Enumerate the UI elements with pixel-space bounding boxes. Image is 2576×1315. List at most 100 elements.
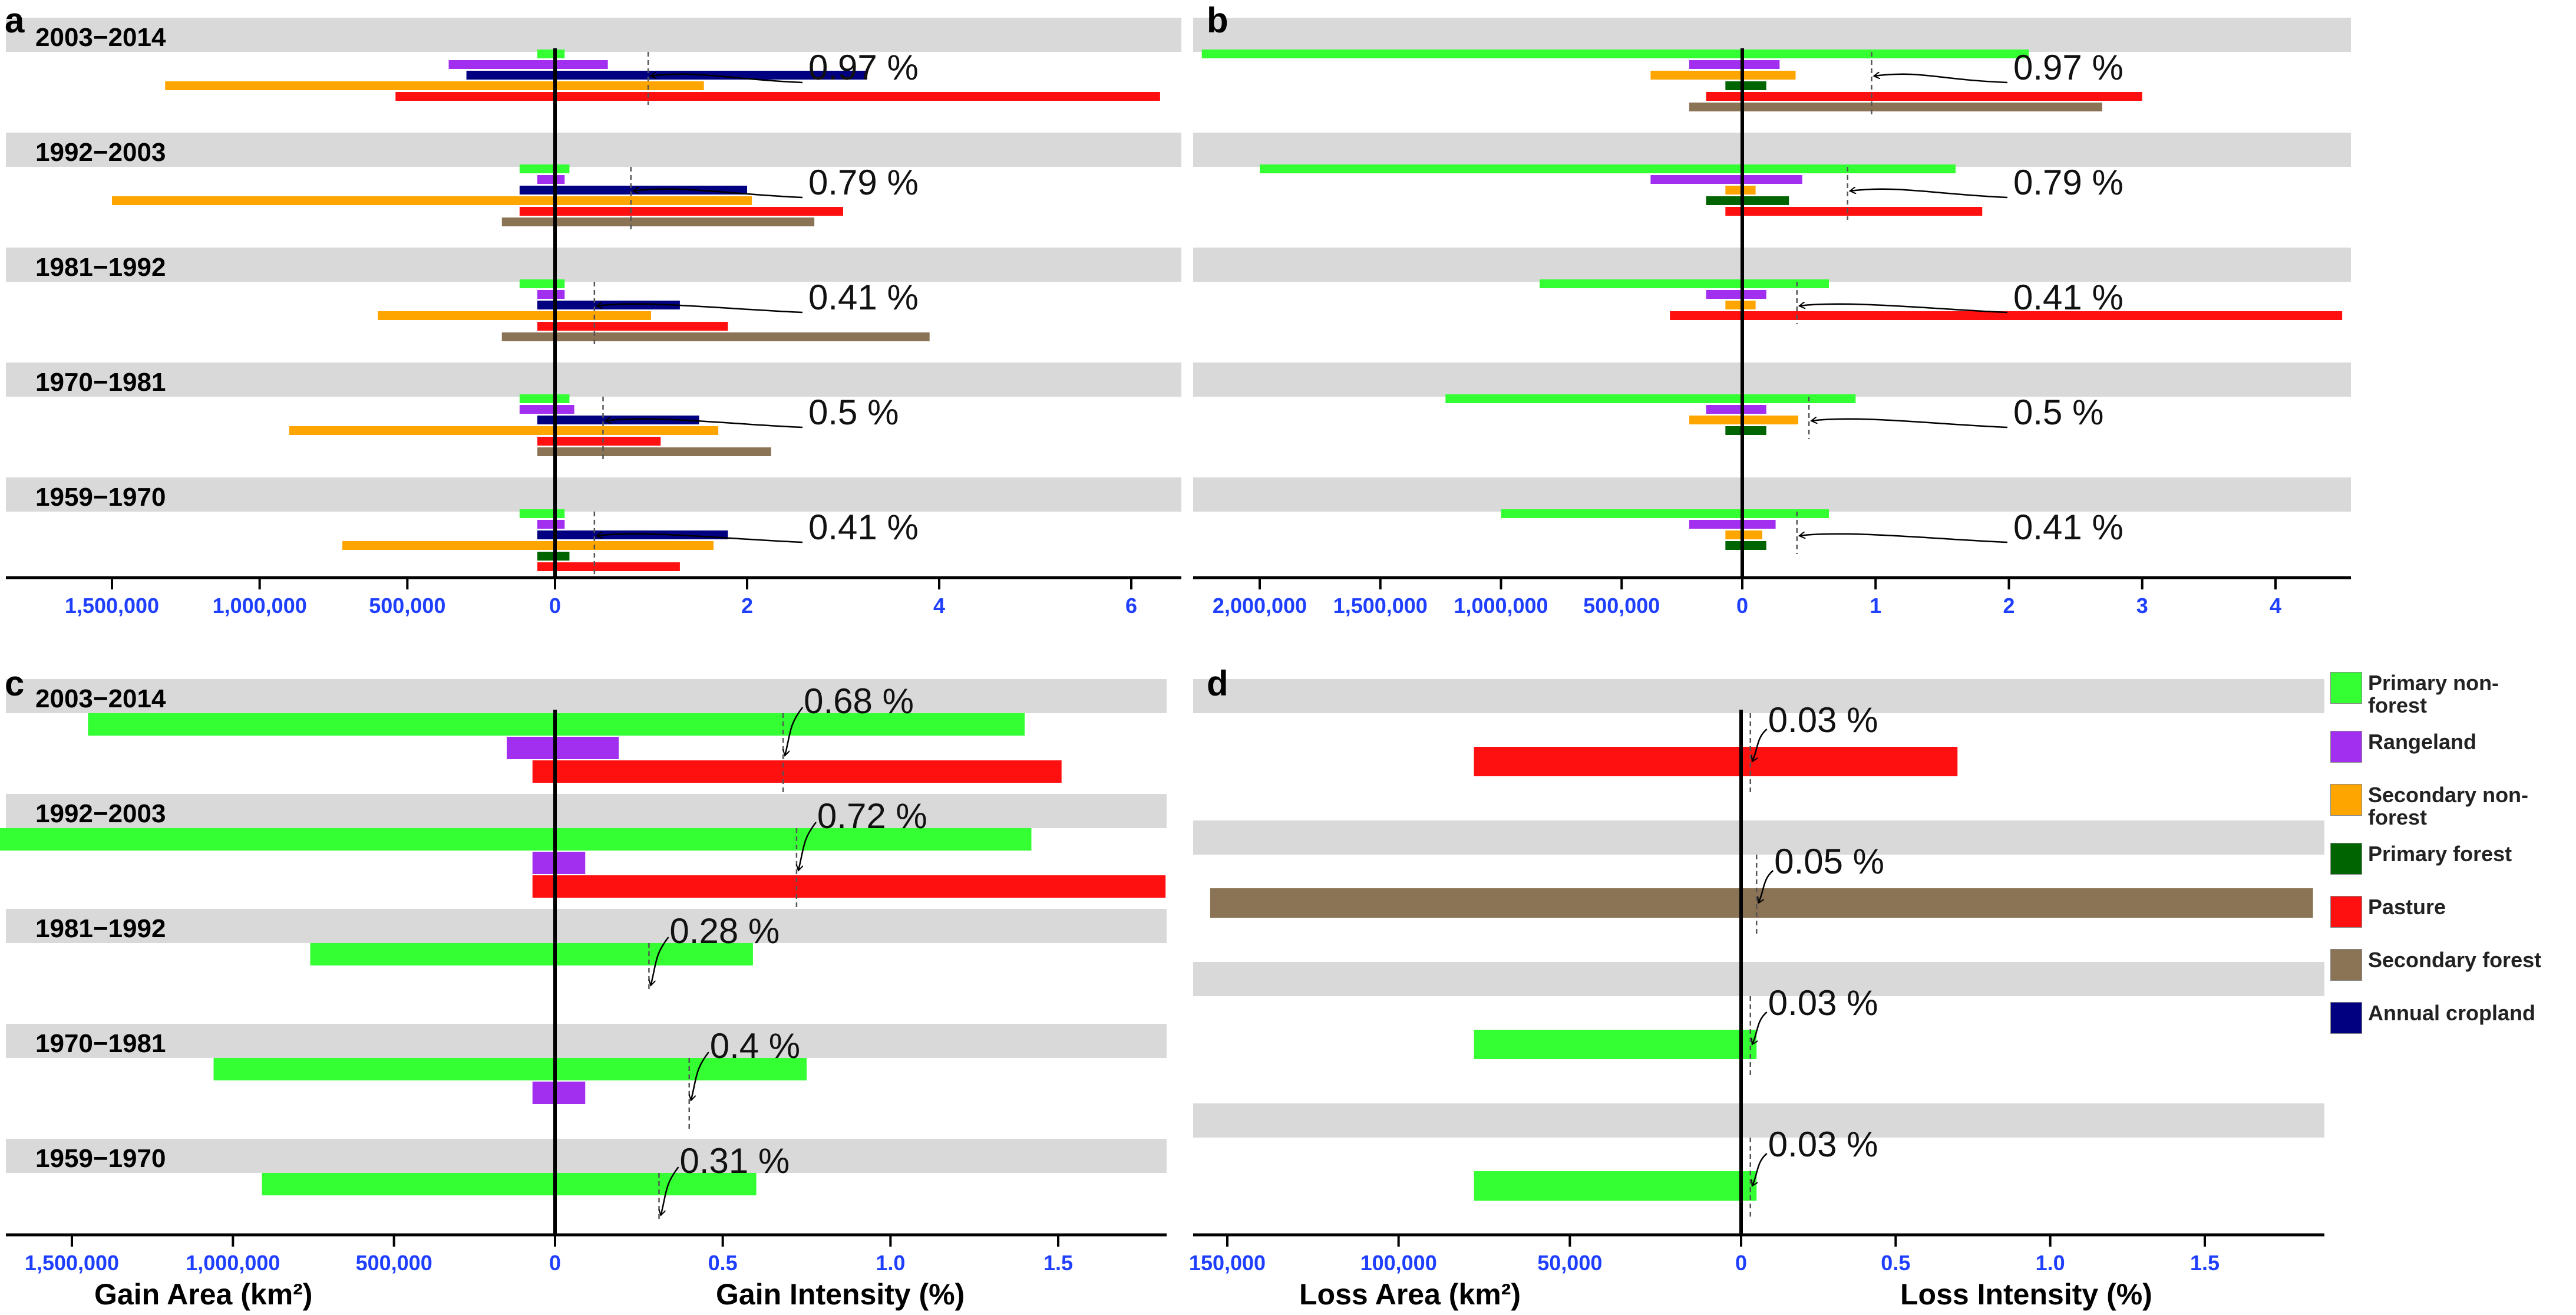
- bar-pasture: [1474, 747, 1958, 776]
- uniform-intensity-label: 0.28 %: [669, 911, 780, 951]
- bar-pasture: [537, 562, 680, 571]
- panel-letter: b: [1207, 1, 1228, 40]
- uniform-arrow: [1758, 870, 1774, 903]
- interval-band: [1193, 477, 2351, 512]
- legend-item-rangeland: Rangeland: [2330, 731, 2545, 763]
- interval-label: 1981−1992: [35, 914, 166, 943]
- uniform-intensity-label: 0.41 %: [2013, 278, 2123, 317]
- uniform-intensity-label: 0.5 %: [2013, 393, 2103, 432]
- interval-band: [6, 362, 1181, 397]
- panel-a: 2003−2014 0.97 % 1992−2003 0.79 % 1981−1992 0…: [5, 1, 1181, 618]
- bar-secondary-forest: [537, 447, 771, 456]
- intensity-tick-label: 4: [2270, 594, 2281, 618]
- uniform-intensity-label: 0.41 %: [808, 507, 919, 547]
- area-tick-label: 1,500,000: [25, 1251, 119, 1275]
- legend-label: Primary forest: [2368, 842, 2512, 866]
- panel-letter: a: [5, 1, 25, 40]
- uniform-arrow: [633, 189, 803, 199]
- bar-secondary-non-forest: [378, 311, 651, 320]
- uniform-intensity-label: 0.5 %: [808, 393, 899, 432]
- legend-label: Pasture: [2368, 895, 2446, 919]
- uniform-intensity-label: 0.72 %: [817, 796, 927, 836]
- bar-secondary-forest: [1689, 103, 2102, 111]
- area-tick-label: 100,000: [1360, 1251, 1437, 1275]
- legend-swatch: [2330, 731, 2362, 763]
- interval-band: [6, 477, 1181, 512]
- intensity-tick-label: 3: [2136, 594, 2148, 618]
- bar-pasture: [537, 322, 728, 331]
- uniform-arrow: [1874, 74, 2008, 84]
- intensity-tick-label: 1.0: [2036, 1251, 2065, 1275]
- bar-primary-non-forest: [310, 943, 753, 965]
- legend-label: Secondary non-forest: [2368, 783, 2529, 829]
- uniform-arrow: [1850, 189, 2008, 199]
- legend-item-secondary-non-forest: Secondary non-forest: [2330, 784, 2545, 829]
- interval-band: [1193, 133, 2351, 167]
- interval-band: [1193, 248, 2351, 282]
- bar-rangeland: [507, 737, 619, 759]
- area-tick-label: 1,500,000: [1333, 594, 1428, 618]
- bar-rangeland: [532, 1082, 586, 1104]
- bar-primary-forest: [1725, 81, 1766, 90]
- legend-label: Rangeland: [2368, 730, 2477, 754]
- interval-label: 2003−2014: [35, 684, 166, 713]
- bar-rangeland: [1689, 520, 1776, 529]
- panel-d: 0.03 % 0.05 % 0.03 % 0.03 % 150,000 100,000 50…: [1189, 664, 2324, 1311]
- legend-item-pasture: Pasture: [2330, 896, 2545, 928]
- bar-rangeland: [537, 520, 565, 529]
- bar-primary-forest: [1725, 541, 1766, 550]
- interval-label: 1970−1981: [35, 368, 166, 397]
- bar-primary-non-forest: [519, 509, 565, 518]
- area-tick-label: 150,000: [1189, 1251, 1266, 1275]
- uniform-intensity-label: 0.79 %: [808, 163, 919, 202]
- bar-rangeland: [448, 60, 608, 69]
- bar-rangeland: [1706, 405, 1766, 414]
- uniform-intensity-label: 0.41 %: [808, 278, 919, 317]
- bar-primary-forest: [1725, 426, 1766, 435]
- interval-band: [6, 248, 1181, 282]
- uniform-arrow: [650, 937, 669, 986]
- uniform-arrow: [785, 707, 804, 756]
- bar-primary-non-forest: [262, 1173, 757, 1195]
- uniform-arrow: [1799, 534, 2008, 543]
- uniform-arrow: [1811, 419, 2008, 429]
- area-tick-label: 500,000: [356, 1251, 432, 1275]
- x-axis-label-area: Gain Area (km²): [94, 1278, 312, 1311]
- area-tick-label: 500,000: [369, 594, 445, 618]
- bar-secondary-non-forest: [1725, 186, 1756, 195]
- legend-item-annual-cropland: Annual cropland: [2330, 1002, 2545, 1034]
- interval-band: [6, 909, 1167, 943]
- bar-rangeland: [532, 852, 586, 874]
- uniform-arrow: [606, 419, 803, 429]
- interval-label: 1981−1992: [35, 253, 166, 282]
- bar-secondary-non-forest: [165, 81, 704, 90]
- bar-primary-non-forest: [1474, 1030, 1757, 1059]
- uniform-intensity-label: 0.03 %: [1768, 983, 1878, 1023]
- panel-letter: c: [5, 664, 24, 703]
- uniform-intensity-label: 0.4 %: [710, 1026, 800, 1066]
- intensity-tick-label: 6: [1125, 594, 1137, 618]
- interval-band: [6, 794, 1167, 828]
- interval-band: [6, 133, 1181, 167]
- bar-secondary-forest: [501, 217, 815, 226]
- uniform-arrow: [691, 1052, 709, 1100]
- intensity-tick-label: 0.5: [708, 1251, 738, 1275]
- area-tick-label: 1,000,000: [1454, 594, 1548, 618]
- legend-swatch: [2330, 843, 2362, 875]
- interval-band: [1193, 1103, 2324, 1138]
- legend-label: Secondary forest: [2368, 948, 2542, 972]
- bar-secondary-non-forest: [342, 541, 714, 550]
- intensity-tick-label: 1.0: [876, 1251, 905, 1275]
- uniform-arrow: [660, 1166, 679, 1215]
- area-tick-label: 500,000: [1583, 594, 1660, 618]
- bar-secondary-forest: [501, 332, 930, 341]
- panel-b: 0.97 % 0.79 % 0.41 % 0.5 % 0.41 % 2,000,000 1,…: [1193, 1, 2351, 618]
- interval-label: 1959−1970: [35, 1144, 166, 1173]
- uniform-intensity-label: 0.03 %: [1768, 1125, 1878, 1164]
- interval-label: 1959−1970: [35, 483, 166, 512]
- area-tick-label: 2,000,000: [1213, 594, 1307, 618]
- bar-secondary-non-forest: [289, 426, 719, 435]
- bar-secondary-non-forest: [1650, 71, 1796, 80]
- interval-band: [1193, 820, 2324, 855]
